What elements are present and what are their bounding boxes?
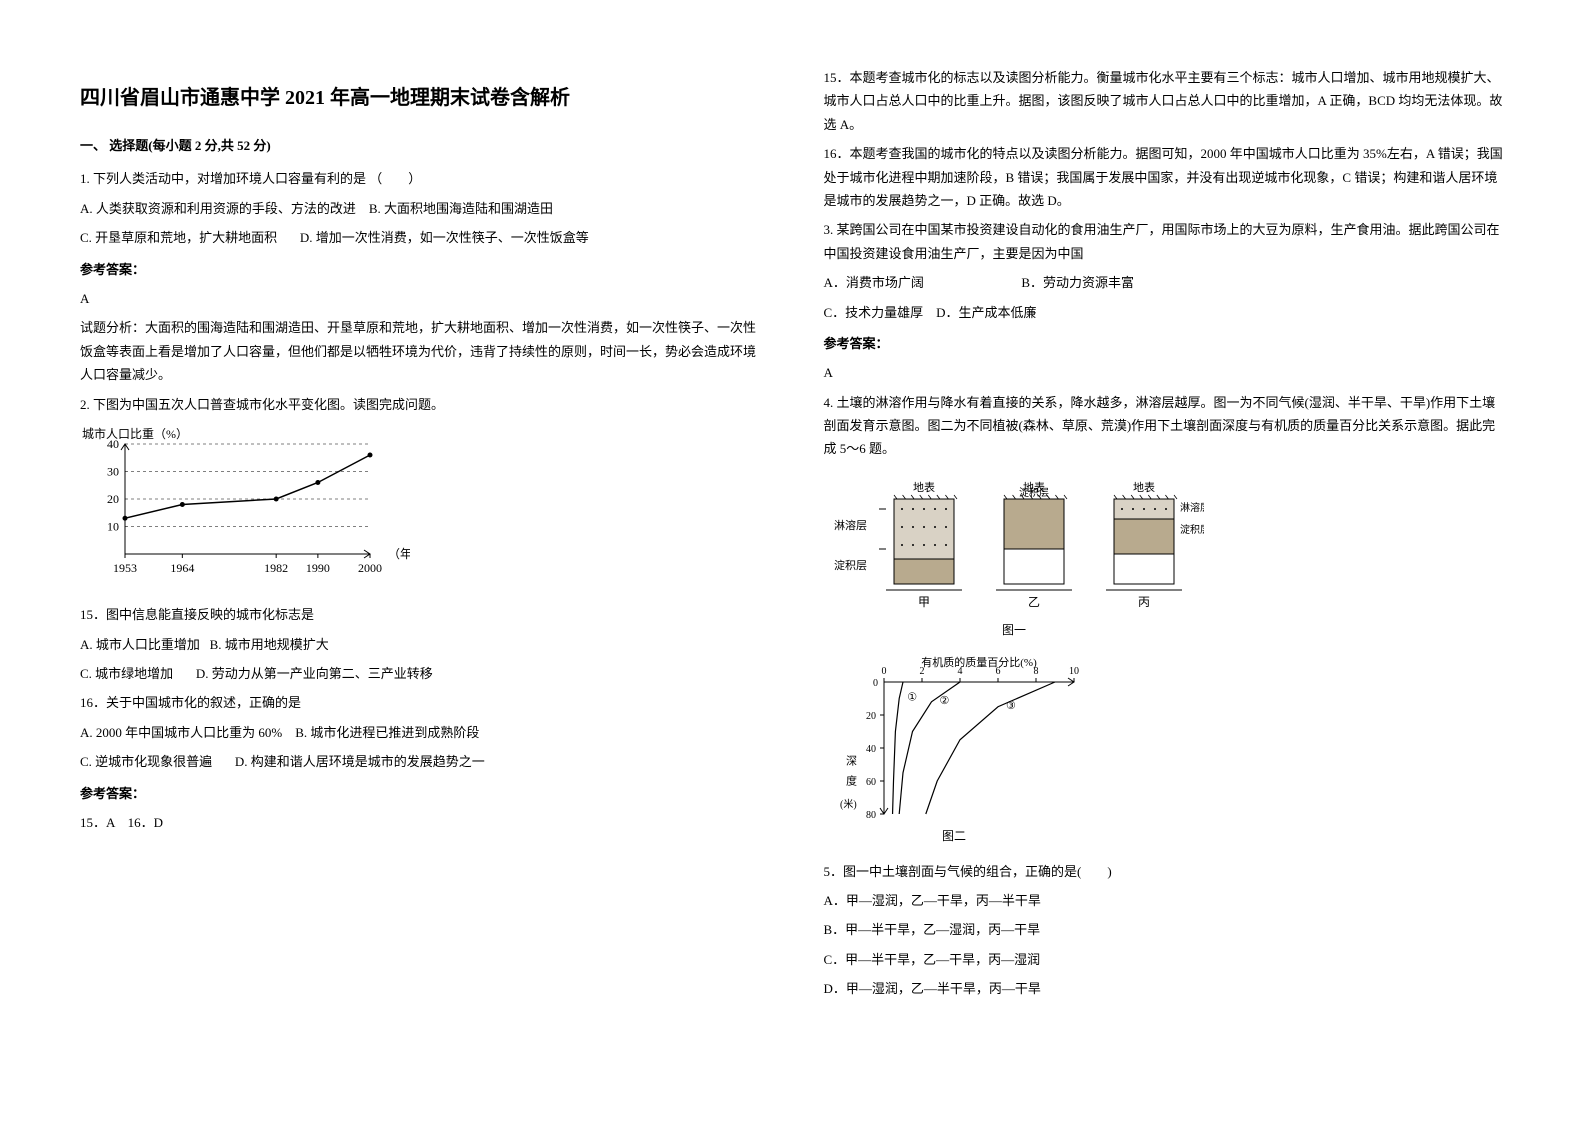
q1-stem: 1. 下列人类活动中，对增加环境人口容量有利的是 （ ） <box>80 167 764 190</box>
svg-text:20: 20 <box>107 492 119 506</box>
q1-explanation: 试题分析：大面积的围海造陆和围湖造田、开垦草原和荒地，扩大耕地面积、增加一次性消… <box>80 316 764 386</box>
q2-16-d: D. 构建和谐人居环境是城市的发展趋势之一 <box>235 754 485 769</box>
svg-text:淀积层: 淀积层 <box>1019 486 1049 499</box>
q2-16-b: B. 城市化进程已推进到成熟阶段 <box>295 725 479 740</box>
exam-title: 四川省眉山市通惠中学 2021 年高一地理期末试卷含解析 <box>80 80 764 116</box>
svg-text:1982: 1982 <box>264 561 288 575</box>
left-column: 四川省眉山市通惠中学 2021 年高一地理期末试卷含解析 一、 选择题(每小题 … <box>80 60 764 1082</box>
q4-5-c: C．甲—半干旱，乙—干旱，丙—湿润 <box>824 948 1508 971</box>
q4-stem: 4. 土壤的淋溶作用与降水有着直接的关系，降水越多，淋溶层越厚。图一为不同气候(… <box>824 391 1508 461</box>
svg-text:0: 0 <box>881 666 886 677</box>
svg-text:深: 深 <box>846 755 857 768</box>
q2-chart-svg: 城市人口比重（%） 10 20 30 40 1953 1964 1982 1990 2000 （年） <box>80 424 410 584</box>
q2-sub15-opts-2: C. 城市绿地增加 D. 劳动力从第一产业向第二、三产业转移 <box>80 662 764 685</box>
svg-text:60: 60 <box>866 777 876 788</box>
q3-answer-label: 参考答案： <box>824 332 1508 355</box>
q3-c: C．技术力量雄厚 <box>824 305 924 320</box>
svg-text:①: ① <box>907 692 917 704</box>
q1-answer-label: 参考答案： <box>80 258 764 281</box>
q4-5-a: A．甲—湿润，乙—干旱，丙—半干旱 <box>824 889 1508 912</box>
svg-text:（年）: （年） <box>388 547 410 561</box>
q2-stem: 2. 下图为中国五次人口普查城市化水平变化图。读图完成问题。 <box>80 393 764 416</box>
q1-opt-c: C. 开垦草原和荒地，扩大耕地面积 <box>80 230 277 245</box>
q2-expl16: 16．本题考查我国的城市化的特点以及读图分析能力。据图可知，2000 年中国城市… <box>824 142 1508 212</box>
page: 四川省眉山市通惠中学 2021 年高一地理期末试卷含解析 一、 选择题(每小题 … <box>0 0 1587 1122</box>
q2-answer: 15．A 16．D <box>80 811 764 834</box>
q2-15-a: A. 城市人口比重增加 <box>80 637 200 652</box>
svg-text:1990: 1990 <box>306 561 330 575</box>
svg-text:30: 30 <box>107 464 119 478</box>
q4-5-d: D．甲—湿润，乙—半干旱，丙—干旱 <box>824 977 1508 1000</box>
right-column: 15．本题考查城市化的标志以及读图分析能力。衡量城市化水平主要有三个标志：城市人… <box>824 60 1508 1082</box>
svg-text:②: ② <box>939 695 949 707</box>
q4-figure1: 淋溶层淀积层地表甲地表淀积层乙地表淋溶层淀积层丙图一 <box>824 469 1508 646</box>
svg-text:地表: 地表 <box>1133 480 1155 494</box>
q1-answer: A <box>80 287 764 310</box>
q3-d: D．生产成本低廉 <box>936 305 1036 320</box>
svg-text:1964: 1964 <box>170 561 194 575</box>
svg-text:40: 40 <box>866 744 876 755</box>
q4-figure2-svg: 有机质的质量百分比(%) 0 2 4 6 8 10 0 20 40 60 80 深度 (米) ① ② ③ 图二 <box>824 654 1084 844</box>
svg-text:甲: 甲 <box>917 595 929 609</box>
svg-text:度: 度 <box>846 774 857 788</box>
q2-sub16-opts-1: A. 2000 年中国城市人口比重为 60% B. 城市化进程已推进到成熟阶段 <box>80 721 764 744</box>
q1-opt-b: B. 大面积地围海造陆和围湖造田 <box>369 201 553 216</box>
q3-a: A．消费市场广阔 <box>824 275 924 290</box>
q3-opts-1: A．消费市场广阔 B．劳动力资源丰富 <box>824 271 1508 294</box>
q2-expl15: 15．本题考查城市化的标志以及读图分析能力。衡量城市化水平主要有三个标志：城市人… <box>824 66 1508 136</box>
svg-text:③: ③ <box>1006 700 1016 712</box>
q1-opt-d: D. 增加一次性消费，如一次性筷子、一次性饭盒等 <box>300 230 589 245</box>
svg-text:淀积层: 淀积层 <box>1180 523 1204 536</box>
q2-15-c: C. 城市绿地增加 <box>80 666 173 681</box>
q2-sub15: 15．图中信息能直接反映的城市化标志是 <box>80 603 764 626</box>
q1-options-line2: C. 开垦草原和荒地，扩大耕地面积 D. 增加一次性消费，如一次性筷子、一次性饭… <box>80 226 764 249</box>
q3-b: B．劳动力资源丰富 <box>1021 275 1134 290</box>
svg-text:8: 8 <box>1033 666 1038 677</box>
svg-text:2: 2 <box>919 666 924 677</box>
svg-text:1953: 1953 <box>113 561 137 575</box>
q3-opts-2: C．技术力量雄厚 D．生产成本低廉 <box>824 301 1508 324</box>
q4-5-b: B．甲—半干旱，乙—湿润，丙—干旱 <box>824 918 1508 941</box>
svg-text:乙: 乙 <box>1027 595 1039 609</box>
q2-16-c: C. 逆城市化现象很普遍 <box>80 754 212 769</box>
svg-text:城市人口比重（%）: 城市人口比重（%） <box>82 426 188 441</box>
q2-sub15-opts-1: A. 城市人口比重增加 B. 城市用地规模扩大 <box>80 633 764 656</box>
svg-text:淋溶层: 淋溶层 <box>1180 501 1204 514</box>
svg-text:6: 6 <box>995 666 1000 677</box>
svg-text:2000: 2000 <box>358 561 382 575</box>
svg-text:(米): (米) <box>840 798 857 811</box>
q2-answer-label: 参考答案： <box>80 782 764 805</box>
svg-text:10: 10 <box>107 519 119 533</box>
q4-figure2: 有机质的质量百分比(%) 0 2 4 6 8 10 0 20 40 60 80 深度 (米) ① ② ③ 图二 <box>824 654 1508 851</box>
svg-text:图二: 图二 <box>941 829 965 843</box>
svg-text:有机质的质量百分比(%): 有机质的质量百分比(%) <box>921 655 1037 669</box>
q1-options-line1: A. 人类获取资源和利用资源的手段、方法的改进 B. 大面积地围海造陆和围湖造田 <box>80 197 764 220</box>
svg-text:地表: 地表 <box>913 480 935 494</box>
svg-text:0: 0 <box>873 678 878 689</box>
q2-sub16-opts-2: C. 逆城市化现象很普遍 D. 构建和谐人居环境是城市的发展趋势之一 <box>80 750 764 773</box>
q3-answer: A <box>824 361 1508 384</box>
q2-15-d: D. 劳动力从第一产业向第二、三产业转移 <box>196 666 433 681</box>
q1-opt-a: A. 人类获取资源和利用资源的手段、方法的改进 <box>80 201 356 216</box>
q4-sub5: 5．图一中土壤剖面与气候的组合，正确的是( ) <box>824 860 1508 883</box>
q4-figure1-svg: 淋溶层淀积层地表甲地表淀积层乙地表淋溶层淀积层丙图一 <box>824 469 1204 639</box>
section-heading: 一、 选择题(每小题 2 分,共 52 分) <box>80 134 764 157</box>
svg-text:图一: 图一 <box>1001 623 1025 637</box>
q3-stem: 3. 某跨国公司在中国某市投资建设自动化的食用油生产厂，用国际市场上的大豆为原料… <box>824 218 1508 265</box>
svg-text:淋溶层: 淋溶层 <box>834 518 867 532</box>
q2-16-a: A. 2000 年中国城市人口比重为 60% <box>80 725 282 740</box>
q2-chart: 城市人口比重（%） 10 20 30 40 1953 1964 1982 1990 2000 （年） <box>80 424 764 591</box>
svg-text:40: 40 <box>107 437 119 451</box>
q2-sub16: 16．关于中国城市化的叙述，正确的是 <box>80 691 764 714</box>
svg-text:10: 10 <box>1069 666 1079 677</box>
svg-text:4: 4 <box>957 666 962 677</box>
svg-text:丙: 丙 <box>1137 595 1149 609</box>
svg-text:淀积层: 淀积层 <box>834 558 867 572</box>
svg-text:80: 80 <box>866 810 876 821</box>
svg-text:20: 20 <box>866 711 876 722</box>
q2-15-b: B. 城市用地规模扩大 <box>210 637 329 652</box>
